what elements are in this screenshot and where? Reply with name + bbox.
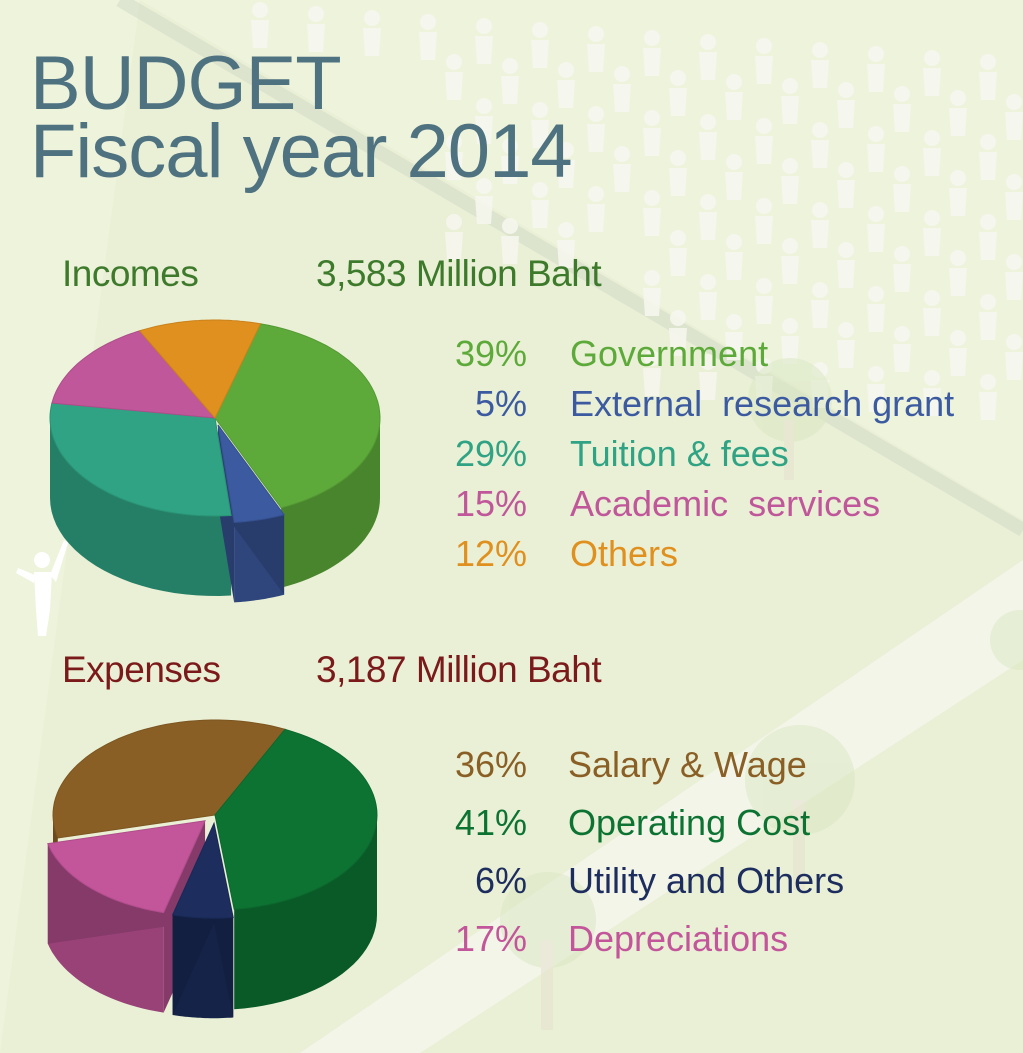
legend-label: Government bbox=[570, 333, 769, 374]
legend-value: 17% bbox=[454, 918, 527, 959]
legend-label: Salary & Wage bbox=[568, 744, 807, 785]
legend-item: 5% External research grant bbox=[0, 383, 954, 430]
legend-item: 29% Tuition & fees bbox=[0, 433, 789, 480]
legend-value: 29% bbox=[454, 433, 527, 474]
legend-value: 39% bbox=[454, 333, 527, 374]
legend-item: 15% Academic services bbox=[0, 483, 880, 530]
legend-value: 6% bbox=[474, 860, 527, 901]
legend-value: 5% bbox=[474, 383, 527, 424]
legend-value: 41% bbox=[454, 802, 527, 843]
tree-decoration bbox=[500, 358, 1023, 1030]
legend-label: Depreciations bbox=[568, 918, 789, 959]
legend-item: 17% Depreciations bbox=[0, 918, 788, 965]
legend-value: 36% bbox=[454, 744, 527, 785]
expenses-heading: Expenses bbox=[62, 649, 221, 690]
crowd-decoration bbox=[251, 2, 1023, 420]
legend-label: Tuition & fees bbox=[570, 433, 789, 474]
legend-label: Operating Cost bbox=[568, 802, 811, 843]
legend-label: Utility and Others bbox=[568, 860, 845, 901]
legend-item: 6% Utility and Others bbox=[0, 860, 844, 907]
legend-label: Others bbox=[570, 533, 679, 574]
incomes-heading: Incomes bbox=[62, 253, 199, 294]
legend-value: 15% bbox=[454, 483, 527, 524]
legend-item: 12% Others bbox=[0, 533, 678, 580]
legend-item: 39% Government bbox=[0, 333, 768, 380]
legend-label: External research grant bbox=[570, 383, 955, 424]
title-line-1: BUDGET bbox=[30, 41, 342, 126]
title-line-2: Fiscal year 2014 bbox=[30, 109, 573, 194]
legend-item: 36% Salary & Wage bbox=[0, 744, 807, 791]
legend-label: Academic services bbox=[570, 483, 881, 524]
legend-value: 12% bbox=[454, 533, 527, 574]
incomes-total: 3,583 Million Baht bbox=[316, 253, 602, 294]
legend-item: 41% Operating Cost bbox=[0, 802, 810, 849]
expenses-total: 3,187 Million Baht bbox=[316, 649, 602, 690]
